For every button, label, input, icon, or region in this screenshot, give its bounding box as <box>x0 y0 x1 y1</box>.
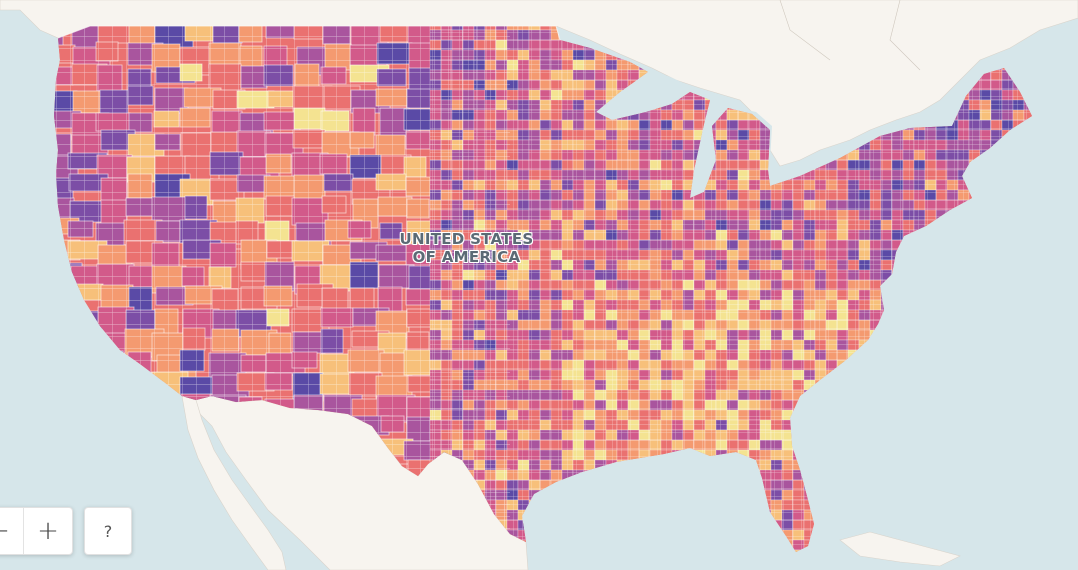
zoom-out-button[interactable]: − <box>0 508 23 554</box>
baja-peninsula <box>181 395 287 570</box>
us-border <box>57 25 561 41</box>
caribbean-islands <box>839 531 961 567</box>
help-button[interactable]: ? <box>84 507 132 555</box>
hudson-bay-coast <box>779 0 921 71</box>
zoom-in-button[interactable]: + <box>23 508 72 554</box>
zoom-controls: − + <box>0 507 73 555</box>
